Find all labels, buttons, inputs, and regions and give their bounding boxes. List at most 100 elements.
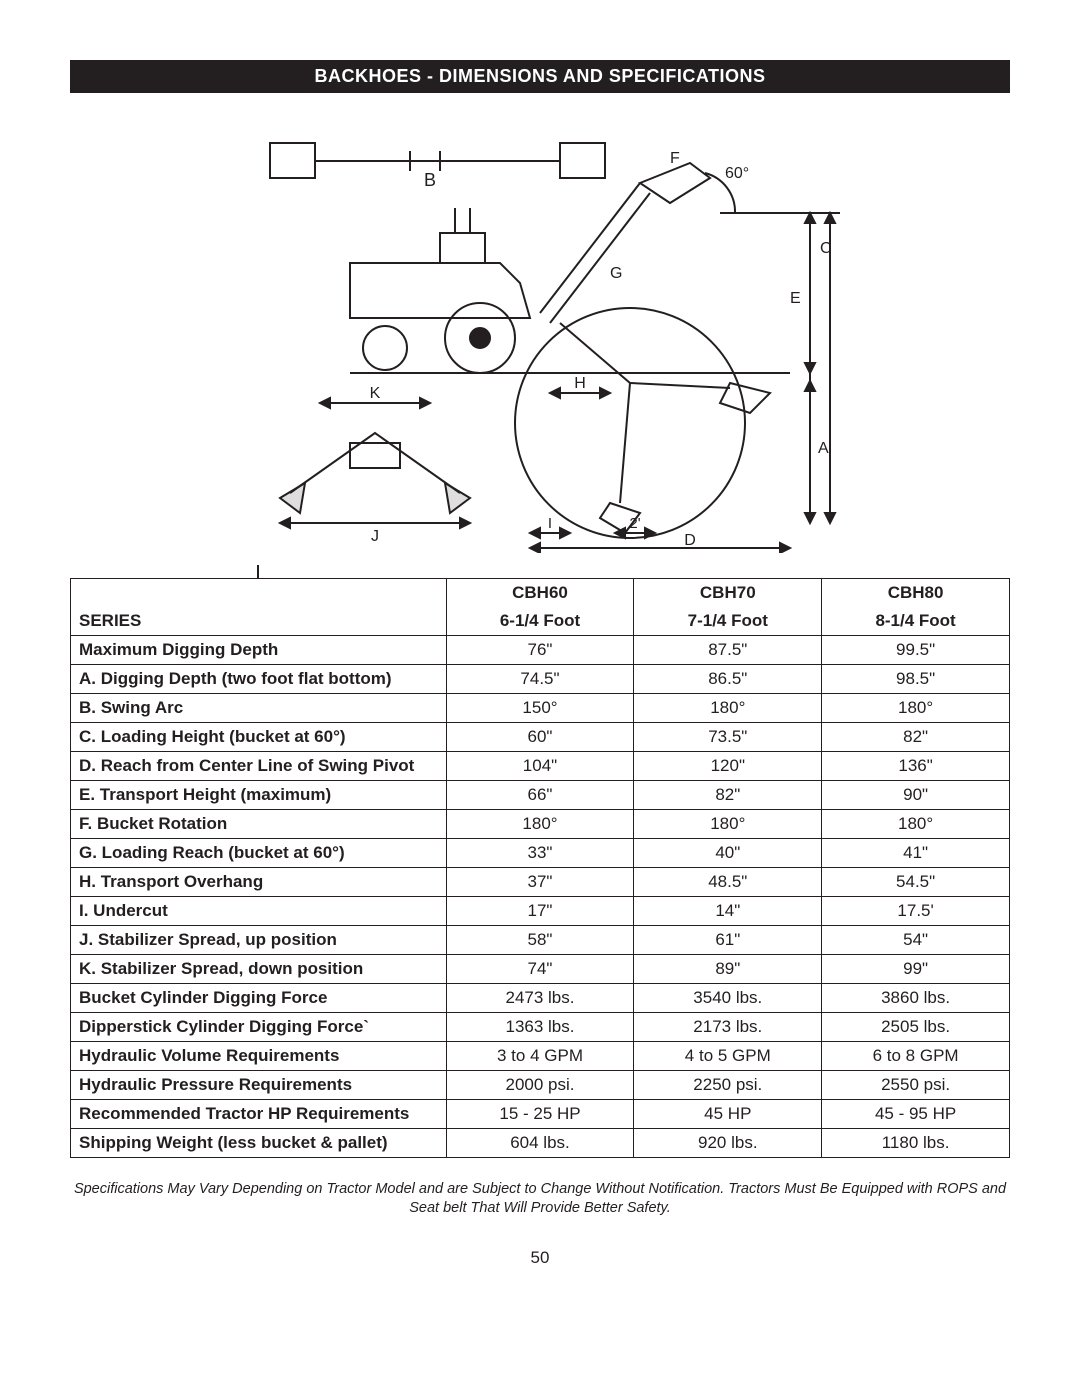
row-label: K. Stabilizer Spread, down position bbox=[71, 955, 447, 984]
row-label: Bucket Cylinder Digging Force bbox=[71, 984, 447, 1013]
tick-mark bbox=[258, 565, 259, 579]
svg-text:K: K bbox=[370, 385, 381, 402]
row-value: 41" bbox=[822, 839, 1010, 868]
row-value: 33" bbox=[446, 839, 634, 868]
row-label: C. Loading Height (bucket at 60°) bbox=[71, 723, 447, 752]
row-value: 3540 lbs. bbox=[634, 984, 822, 1013]
row-value: 920 lbs. bbox=[634, 1129, 822, 1158]
row-value: 15 - 25 HP bbox=[446, 1100, 634, 1129]
row-value: 4 to 5 GPM bbox=[634, 1042, 822, 1071]
row-value: 73.5" bbox=[634, 723, 822, 752]
table-row: E. Transport Height (maximum)66"82"90" bbox=[71, 781, 1010, 810]
svg-text:I: I bbox=[548, 515, 552, 532]
row-value: 17" bbox=[446, 897, 634, 926]
table-row: C. Loading Height (bucket at 60°)60"73.5… bbox=[71, 723, 1010, 752]
row-value: 136" bbox=[822, 752, 1010, 781]
table-row: G. Loading Reach (bucket at 60°)33"40"41… bbox=[71, 839, 1010, 868]
row-value: 98.5" bbox=[822, 665, 1010, 694]
row-label: Hydraulic Pressure Requirements bbox=[71, 1071, 447, 1100]
row-value: 1180 lbs. bbox=[822, 1129, 1010, 1158]
svg-text:60°: 60° bbox=[725, 165, 749, 182]
svg-text:G: G bbox=[610, 265, 622, 282]
col-code-0: CBH60 bbox=[446, 579, 634, 608]
table-row: Shipping Weight (less bucket & pallet)60… bbox=[71, 1129, 1010, 1158]
table-row: I. Undercut17"14"17.5' bbox=[71, 897, 1010, 926]
series-label: SERIES bbox=[79, 611, 141, 630]
row-value: 82" bbox=[822, 723, 1010, 752]
row-value: 180° bbox=[634, 694, 822, 723]
table-row: J. Stabilizer Spread, up position58"61"5… bbox=[71, 926, 1010, 955]
table-row: H. Transport Overhang37"48.5"54.5" bbox=[71, 868, 1010, 897]
row-label: B. Swing Arc bbox=[71, 694, 447, 723]
row-value: 2173 lbs. bbox=[634, 1013, 822, 1042]
row-value: 54.5" bbox=[822, 868, 1010, 897]
row-value: 99" bbox=[822, 955, 1010, 984]
row-value: 45 - 95 HP bbox=[822, 1100, 1010, 1129]
diagram-container: B F 60° bbox=[70, 123, 1010, 558]
row-value: 61" bbox=[634, 926, 822, 955]
row-value: 58" bbox=[446, 926, 634, 955]
footnote: Specifications May Vary Depending on Tra… bbox=[70, 1180, 1010, 1218]
row-label: Hydraulic Volume Requirements bbox=[71, 1042, 447, 1071]
table-row: Bucket Cylinder Digging Force2473 lbs.35… bbox=[71, 984, 1010, 1013]
row-value: 3 to 4 GPM bbox=[446, 1042, 634, 1071]
svg-text:E: E bbox=[790, 290, 801, 307]
row-value: 37" bbox=[446, 868, 634, 897]
row-value: 1363 lbs. bbox=[446, 1013, 634, 1042]
row-value: 604 lbs. bbox=[446, 1129, 634, 1158]
row-label: Dipperstick Cylinder Digging Force` bbox=[71, 1013, 447, 1042]
svg-text:H: H bbox=[574, 375, 586, 392]
row-value: 86.5" bbox=[634, 665, 822, 694]
row-label: H. Transport Overhang bbox=[71, 868, 447, 897]
row-value: 45 HP bbox=[634, 1100, 822, 1129]
specifications-table: SERIES CBH60 CBH70 CBH80 6-1/4 Foot 7-1/… bbox=[70, 578, 1010, 1158]
row-label: Recommended Tractor HP Requirements bbox=[71, 1100, 447, 1129]
row-value: 2550 psi. bbox=[822, 1071, 1010, 1100]
document-page: BACKHOES - DIMENSIONS AND SPECIFICATIONS… bbox=[0, 0, 1080, 1308]
row-value: 6 to 8 GPM bbox=[822, 1042, 1010, 1071]
table-row: Recommended Tractor HP Requirements15 - … bbox=[71, 1100, 1010, 1129]
row-value: 66" bbox=[446, 781, 634, 810]
row-label: Maximum Digging Depth bbox=[71, 636, 447, 665]
row-value: 48.5" bbox=[634, 868, 822, 897]
col-series-0: 6-1/4 Foot bbox=[446, 607, 634, 636]
row-value: 150° bbox=[446, 694, 634, 723]
row-label: E. Transport Height (maximum) bbox=[71, 781, 447, 810]
row-value: 87.5" bbox=[634, 636, 822, 665]
row-label: J. Stabilizer Spread, up position bbox=[71, 926, 447, 955]
row-value: 180° bbox=[822, 810, 1010, 839]
svg-text:F: F bbox=[670, 150, 680, 167]
svg-text:B: B bbox=[424, 170, 436, 190]
table-row: D. Reach from Center Line of Swing Pivot… bbox=[71, 752, 1010, 781]
table-row: Maximum Digging Depth76"87.5"99.5" bbox=[71, 636, 1010, 665]
table-wrapper: SERIES CBH60 CBH70 CBH80 6-1/4 Foot 7-1/… bbox=[70, 578, 1010, 1158]
row-label: A. Digging Depth (two foot flat bottom) bbox=[71, 665, 447, 694]
row-label: I. Undercut bbox=[71, 897, 447, 926]
row-value: 74" bbox=[446, 955, 634, 984]
row-label: G. Loading Reach (bucket at 60°) bbox=[71, 839, 447, 868]
svg-text:D: D bbox=[684, 532, 696, 549]
row-value: 90" bbox=[822, 781, 1010, 810]
table-row: K. Stabilizer Spread, down position74"89… bbox=[71, 955, 1010, 984]
section-title-bar: BACKHOES - DIMENSIONS AND SPECIFICATIONS bbox=[70, 60, 1010, 93]
row-value: 3860 lbs. bbox=[822, 984, 1010, 1013]
row-value: 82" bbox=[634, 781, 822, 810]
row-value: 54" bbox=[822, 926, 1010, 955]
backhoe-diagram: B F 60° bbox=[230, 123, 850, 553]
table-row: Dipperstick Cylinder Digging Force`1363 … bbox=[71, 1013, 1010, 1042]
table-row: B. Swing Arc150°180°180° bbox=[71, 694, 1010, 723]
col-series-1: 7-1/4 Foot bbox=[634, 607, 822, 636]
row-value: 180° bbox=[634, 810, 822, 839]
row-label: F. Bucket Rotation bbox=[71, 810, 447, 839]
row-value: 180° bbox=[446, 810, 634, 839]
row-value: 14" bbox=[634, 897, 822, 926]
row-value: 104" bbox=[446, 752, 634, 781]
row-label: Shipping Weight (less bucket & pallet) bbox=[71, 1129, 447, 1158]
row-value: 89" bbox=[634, 955, 822, 984]
row-value: 2505 lbs. bbox=[822, 1013, 1010, 1042]
row-value: 17.5' bbox=[822, 897, 1010, 926]
row-value: 2250 psi. bbox=[634, 1071, 822, 1100]
table-row: Hydraulic Volume Requirements3 to 4 GPM4… bbox=[71, 1042, 1010, 1071]
table-header-row: SERIES CBH60 CBH70 CBH80 bbox=[71, 579, 1010, 608]
svg-text:C: C bbox=[820, 240, 832, 257]
